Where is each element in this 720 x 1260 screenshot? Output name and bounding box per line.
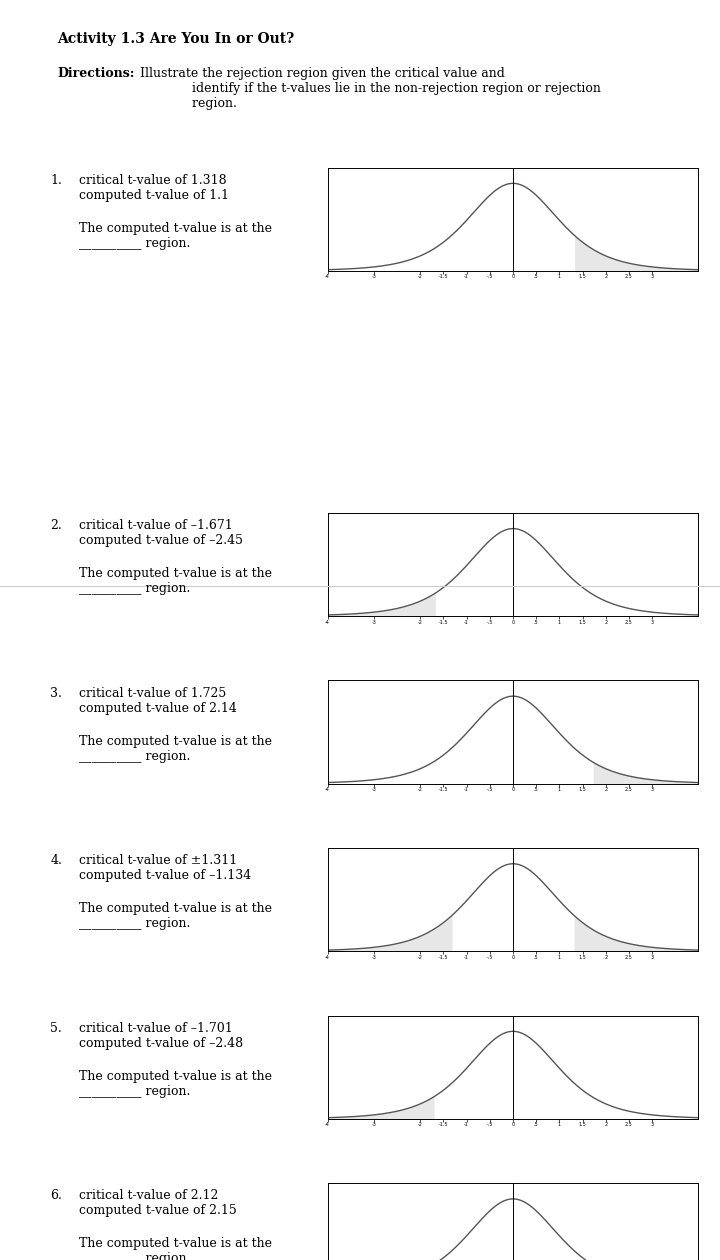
Text: critical t-value of –1.671
computed t-value of –2.45: critical t-value of –1.671 computed t-va… — [79, 519, 243, 547]
Text: 1.: 1. — [50, 174, 62, 186]
Text: critical t-value of 1.725
computed t-value of 2.14: critical t-value of 1.725 computed t-val… — [79, 687, 237, 714]
Text: The computed t-value is at the
__________ region.: The computed t-value is at the _________… — [79, 1070, 272, 1097]
Text: 3.: 3. — [50, 687, 62, 699]
Text: critical t-value of 2.12
computed t-value of 2.15: critical t-value of 2.12 computed t-valu… — [79, 1189, 237, 1217]
Text: The computed t-value is at the
__________ region.: The computed t-value is at the _________… — [79, 902, 272, 930]
Text: The computed t-value is at the
__________ region.: The computed t-value is at the _________… — [79, 735, 272, 762]
Text: critical t-value of ±1.311
computed t-value of –1.134: critical t-value of ±1.311 computed t-va… — [79, 854, 251, 882]
Text: The computed t-value is at the
__________ region.: The computed t-value is at the _________… — [79, 1237, 272, 1260]
Text: 4.: 4. — [50, 854, 62, 867]
Text: critical t-value of 1.318
computed t-value of 1.1: critical t-value of 1.318 computed t-val… — [79, 174, 229, 202]
Text: 6.: 6. — [50, 1189, 62, 1202]
Text: Activity 1.3 Are You In or Out?: Activity 1.3 Are You In or Out? — [58, 32, 295, 45]
Text: The computed t-value is at the
__________ region.: The computed t-value is at the _________… — [79, 222, 272, 249]
Text: critical t-value of –1.701
computed t-value of –2.48: critical t-value of –1.701 computed t-va… — [79, 1022, 243, 1050]
Text: 2.: 2. — [50, 519, 62, 532]
Text: Illustrate the rejection region given the critical value and
             identi: Illustrate the rejection region given th… — [140, 67, 601, 110]
Text: The computed t-value is at the
__________ region.: The computed t-value is at the _________… — [79, 567, 272, 595]
Text: Directions:: Directions: — [58, 67, 135, 79]
Text: 5.: 5. — [50, 1022, 62, 1034]
